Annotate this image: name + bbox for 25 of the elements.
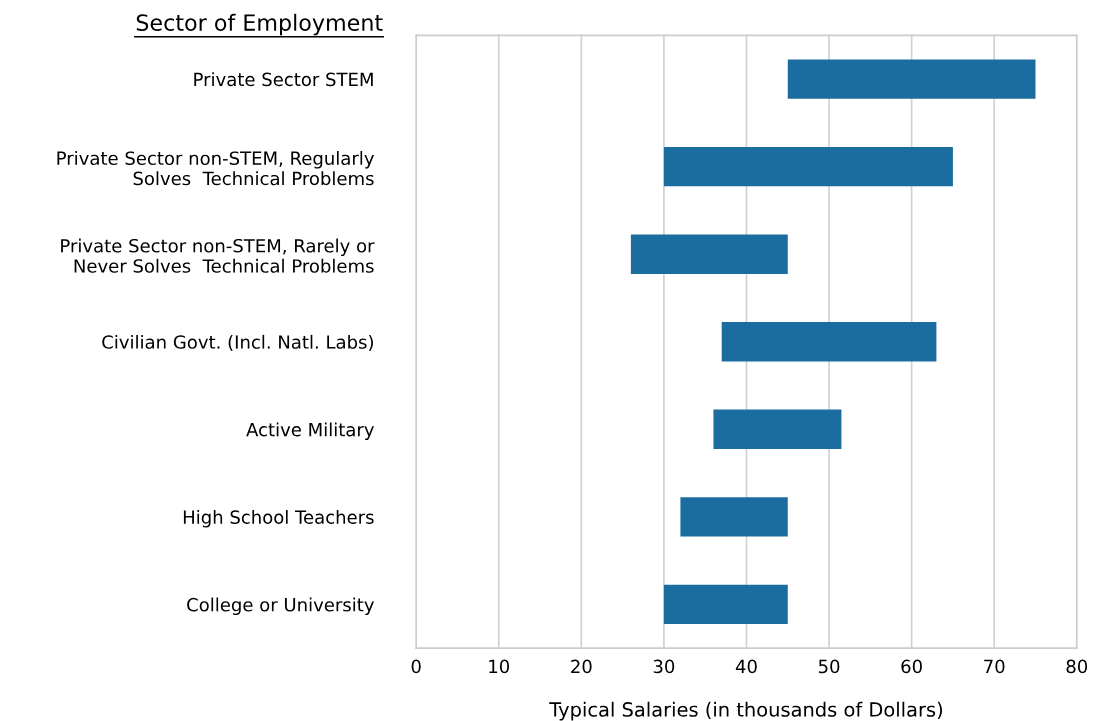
x-tick-label: 50 — [818, 659, 840, 674]
x-tick-label: 70 — [984, 659, 1005, 674]
y-tick-label: Private Sector STEM — [194, 72, 373, 87]
bar — [630, 234, 788, 274]
x-tick-label: 0 — [411, 659, 421, 674]
y-tick-label: Active Military — [246, 422, 374, 440]
bar — [663, 584, 788, 625]
bar — [721, 322, 937, 362]
y-tick-label: Private Sector non-STEM, Regularly Solves Technical Problems — [57, 151, 374, 186]
y-tick-label: Civilian Govt. (Incl. Natl. Labs) — [102, 334, 373, 351]
x-axis-title: Typical Salaries (in thousands of Dollars) — [549, 701, 943, 721]
bar — [663, 146, 953, 187]
x-tick-label: 30 — [653, 659, 675, 674]
y-tick-label: Private Sector non-STEM, Rarely or Never Solves Technical Problems — [61, 238, 375, 273]
bar — [787, 59, 1036, 99]
y-tick-label: High School Teachers — [183, 509, 374, 528]
x-tick-label: 60 — [901, 659, 922, 674]
x-tick-label: 40 — [735, 659, 757, 674]
y-axis-title: Sector of Employment — [136, 13, 383, 36]
bar — [713, 409, 842, 449]
bar — [680, 497, 788, 537]
x-tick-label: 10 — [489, 659, 510, 674]
x-tick-label: 20 — [571, 659, 592, 674]
x-tick-label: 80 — [1066, 659, 1088, 674]
y-tick-label: College or University — [187, 597, 374, 616]
